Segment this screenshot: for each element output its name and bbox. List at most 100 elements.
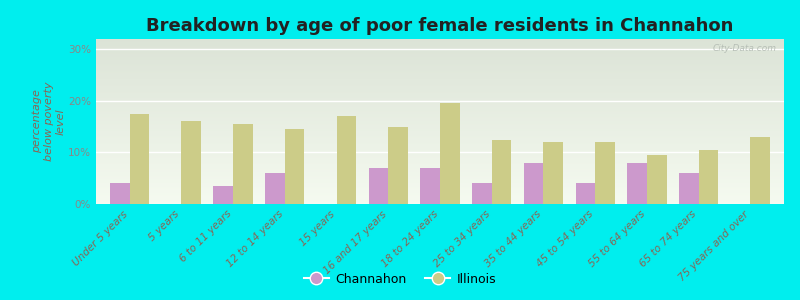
Bar <box>96 184 784 185</box>
Bar <box>96 91 784 92</box>
Bar <box>96 43 784 44</box>
Bar <box>96 144 784 145</box>
Bar <box>96 88 784 89</box>
Bar <box>96 77 784 78</box>
Bar <box>96 86 784 87</box>
Bar <box>96 110 784 111</box>
Bar <box>96 164 784 165</box>
Bar <box>96 47 784 48</box>
Bar <box>96 72 784 73</box>
Bar <box>96 108 784 109</box>
Bar <box>96 192 784 193</box>
Bar <box>96 175 784 176</box>
Bar <box>96 166 784 167</box>
Bar <box>96 138 784 139</box>
Bar <box>96 95 784 96</box>
Bar <box>214 186 233 204</box>
Bar <box>96 189 784 190</box>
Bar <box>96 63 784 64</box>
Bar <box>96 96 784 97</box>
Bar <box>96 125 784 126</box>
Bar <box>96 100 784 101</box>
Bar <box>337 116 356 204</box>
Bar <box>96 52 784 53</box>
Bar <box>96 130 784 131</box>
Bar <box>96 68 784 69</box>
Bar <box>96 45 784 46</box>
Bar <box>369 168 388 204</box>
Bar <box>96 69 784 70</box>
Bar <box>96 132 784 133</box>
Bar <box>96 202 784 203</box>
Bar <box>96 59 784 60</box>
Bar <box>698 150 718 204</box>
Bar <box>492 140 511 204</box>
Bar <box>96 142 784 143</box>
Bar <box>543 142 563 204</box>
Bar <box>96 198 784 199</box>
Bar <box>96 58 784 59</box>
Bar <box>96 93 784 94</box>
Bar <box>96 143 784 144</box>
Bar <box>96 82 784 83</box>
Bar <box>96 151 784 152</box>
Bar <box>96 176 784 177</box>
Bar <box>96 83 784 84</box>
Bar <box>750 137 770 204</box>
Bar <box>285 129 305 204</box>
Bar <box>96 118 784 119</box>
Bar <box>96 80 784 81</box>
Bar <box>96 167 784 168</box>
Bar <box>233 124 253 204</box>
Bar <box>96 158 784 159</box>
Bar <box>96 146 784 147</box>
Bar <box>96 154 784 155</box>
Bar <box>96 190 784 191</box>
Bar <box>96 39 784 40</box>
Bar <box>96 169 784 170</box>
Bar <box>182 122 201 204</box>
Bar <box>96 74 784 75</box>
Bar <box>96 123 784 124</box>
Bar <box>96 131 784 132</box>
Bar <box>96 203 784 204</box>
Bar <box>110 183 130 204</box>
Bar <box>96 177 784 178</box>
Bar <box>96 171 784 172</box>
Bar <box>96 183 784 184</box>
Bar <box>96 104 784 105</box>
Bar <box>96 109 784 110</box>
Bar <box>96 136 784 137</box>
Bar <box>96 41 784 42</box>
Bar <box>96 197 784 198</box>
Bar <box>96 64 784 65</box>
Bar <box>96 113 784 114</box>
Bar <box>130 114 150 204</box>
Bar <box>96 66 784 67</box>
Bar <box>96 114 784 115</box>
Bar <box>647 155 666 204</box>
Bar <box>96 174 784 175</box>
Bar <box>96 152 784 153</box>
Bar <box>96 99 784 100</box>
Bar <box>96 61 784 62</box>
Bar <box>96 89 784 90</box>
Bar <box>96 195 784 196</box>
Bar <box>96 155 784 156</box>
Bar <box>96 62 784 63</box>
Bar <box>96 56 784 57</box>
Bar <box>96 137 784 138</box>
Y-axis label: percentage
below poverty
level: percentage below poverty level <box>32 82 66 161</box>
Bar <box>96 105 784 106</box>
Bar <box>96 44 784 45</box>
Bar <box>96 188 784 189</box>
Bar <box>96 160 784 161</box>
Bar <box>265 173 285 204</box>
Bar <box>96 181 784 182</box>
Bar <box>440 103 460 204</box>
Bar <box>96 65 784 66</box>
Bar <box>679 173 698 204</box>
Bar <box>96 42 784 43</box>
Bar <box>96 134 784 135</box>
Bar <box>96 156 784 157</box>
